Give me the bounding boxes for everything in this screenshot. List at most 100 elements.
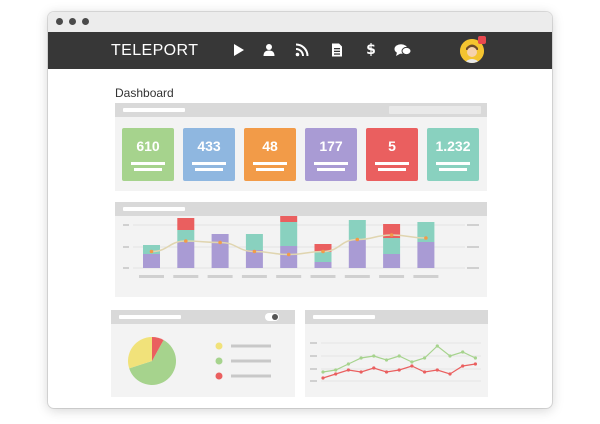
stat-tile[interactable]: 48 (244, 128, 296, 181)
stat-label-placeholder (256, 168, 284, 171)
data-point (435, 368, 439, 372)
data-point (435, 344, 439, 348)
stat-label-placeholder (378, 168, 406, 171)
legend-swatch (215, 342, 223, 350)
data-point (321, 376, 325, 380)
user-avatar[interactable] (460, 39, 484, 63)
rss-icon[interactable] (293, 41, 311, 59)
legend-swatch (215, 357, 223, 365)
stat-label-placeholder (253, 162, 287, 165)
stat-value: 177 (319, 138, 343, 154)
data-point (372, 354, 376, 358)
panel-title-placeholder (123, 207, 185, 211)
data-point (372, 366, 376, 370)
x-tick-label (173, 275, 199, 278)
bar-segment (143, 254, 160, 268)
data-point (423, 356, 427, 360)
bar-segment (143, 245, 160, 254)
bar-segment (280, 246, 298, 268)
stat-tile[interactable]: 177 (305, 128, 357, 181)
stat-value: 5 (388, 138, 396, 154)
bar-segment (314, 262, 332, 268)
data-point (448, 354, 452, 358)
data-point (346, 362, 350, 366)
x-tick-label (207, 275, 233, 278)
stat-label-placeholder (439, 168, 467, 171)
x-tick-label (413, 275, 439, 278)
trend-point (355, 237, 360, 242)
bar-segment (245, 234, 263, 250)
stat-tile[interactable]: 433 (183, 128, 235, 181)
dollar-icon[interactable]: $ (362, 41, 380, 59)
document-icon[interactable] (328, 41, 346, 59)
bar-chart-header (115, 202, 487, 216)
panel-toggle[interactable] (265, 313, 279, 321)
legend-swatch (215, 372, 223, 380)
stat-value: 1.232 (435, 138, 471, 154)
toggle-knob (272, 314, 278, 320)
line-chart-panel (305, 310, 488, 397)
window-minimize-button[interactable] (69, 18, 76, 25)
user-icon[interactable] (260, 41, 278, 59)
x-tick-label (344, 275, 370, 278)
data-point (410, 360, 414, 364)
legend-label-placeholder (231, 374, 271, 378)
x-tick-label (379, 275, 405, 278)
window-close-button[interactable] (56, 18, 63, 25)
stacked-bar-chart (123, 216, 479, 278)
pie-slice (128, 337, 152, 369)
data-point (321, 370, 325, 374)
pie-chart (128, 337, 271, 385)
line-chart (310, 342, 481, 382)
data-point (397, 368, 401, 372)
brand-logo[interactable]: TELEPORT (111, 42, 199, 59)
y-tick-mark (310, 355, 317, 357)
bar-segment (417, 222, 435, 242)
trend-point (218, 240, 222, 245)
stat-label-placeholder (192, 162, 226, 165)
stat-value: 433 (197, 138, 221, 154)
panel-title-placeholder (119, 315, 181, 319)
y-tick-mark (310, 368, 317, 370)
x-tick-label (276, 275, 302, 278)
data-point (384, 370, 389, 374)
data-point (461, 350, 465, 354)
bar-segment (383, 238, 401, 254)
stat-label-placeholder (317, 168, 345, 171)
data-point (359, 370, 363, 374)
trend-point (286, 252, 291, 257)
y-tick-mark (310, 342, 317, 344)
window-titlebar (48, 12, 552, 32)
x-tick-label (241, 275, 267, 278)
legend-label-placeholder (231, 344, 271, 348)
stat-tile[interactable]: 1.232 (427, 128, 479, 181)
panel-title-placeholder (123, 108, 185, 112)
stats-panel (115, 103, 487, 191)
bar-segment (348, 220, 366, 240)
bar-segment (314, 244, 332, 252)
bar-segment (280, 222, 298, 246)
data-point (384, 358, 389, 362)
bar-segment (177, 242, 195, 268)
top-navbar: TELEPORT $ (48, 32, 552, 69)
data-point (334, 372, 338, 376)
bar-segment (348, 240, 366, 268)
trend-point (252, 249, 257, 254)
stat-label-placeholder (436, 162, 470, 165)
stat-label-placeholder (314, 162, 348, 165)
stat-tile[interactable]: 610 (122, 128, 174, 181)
app-window: TELEPORT $ (48, 12, 552, 408)
stat-label-placeholder (195, 168, 223, 171)
bar-segment (417, 242, 435, 268)
stat-label-placeholder (131, 162, 165, 165)
window-maximize-button[interactable] (82, 18, 89, 25)
stat-tile[interactable]: 5 (366, 128, 418, 181)
stat-label-placeholder (134, 168, 162, 171)
bar-segment (280, 216, 298, 222)
chat-icon[interactable] (394, 41, 412, 59)
play-icon[interactable] (230, 41, 248, 59)
search-input[interactable] (389, 106, 481, 114)
notification-badge[interactable] (478, 36, 486, 44)
x-tick-label (310, 275, 336, 278)
bar-segment (245, 250, 263, 268)
